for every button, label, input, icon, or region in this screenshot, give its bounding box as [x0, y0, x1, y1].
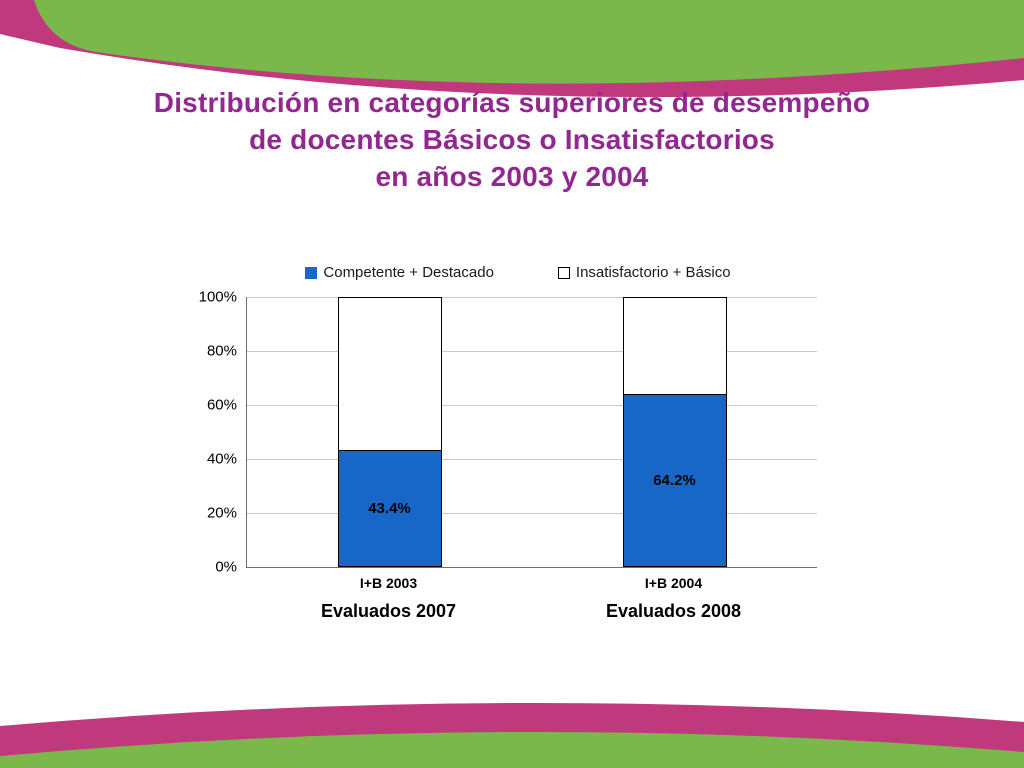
plot-row: 100% 80% 60% 40% 20% 0% 43.4% [188, 289, 848, 576]
bottom-decoration [0, 702, 1024, 768]
legend-label-insatisfactorio: Insatisfactorio + Básico [575, 264, 731, 281]
bar-ib-2003-value-label: 43.4% [368, 499, 411, 517]
sub-label-evaluados-2008: Evaluados 2008 [605, 601, 742, 621]
gridline-60 [247, 405, 817, 406]
y-axis-labels: 100% 80% 60% 40% 20% 0% [188, 289, 246, 576]
category-label-ib-2004: I+B 2004 [644, 575, 703, 591]
slide-title: Distribución en categorías superiores de… [0, 84, 1024, 196]
legend-item-competente-destacado: Competente + Destacado [305, 264, 494, 281]
gridline-20 [247, 513, 817, 514]
bar-ib-2004-value-label: 64.2% [653, 471, 696, 489]
legend-label-competente: Competente + Destacado [323, 264, 494, 281]
plot-area: 43.4% 64.2% [246, 297, 817, 568]
legend-blue-swatch-icon [305, 266, 318, 279]
y-tick-0: 0% [215, 558, 237, 576]
bottom-pink-band [0, 702, 1024, 756]
y-tick-100: 100% [198, 288, 237, 306]
y-tick-40: 40% [206, 450, 237, 468]
bar-ib-2003: 43.4% [337, 297, 442, 567]
title-line-2: de docentes Básicos o Insatisfactorios [249, 124, 775, 156]
bar-ib-2003-blue-segment: 43.4% [338, 449, 441, 566]
title-line-3: en años 2003 y 2004 [375, 161, 649, 193]
y-tick-80: 80% [206, 342, 237, 360]
bar-ib-2004: 64.2% [622, 297, 727, 567]
sub-label-evaluados-2007: Evaluados 2007 [320, 601, 457, 621]
legend-white-swatch-icon [557, 266, 570, 279]
category-labels: I+B 2003 I+B 2004 [246, 568, 816, 591]
gridline-100 [247, 297, 817, 298]
y-tick-20: 20% [206, 504, 237, 522]
top-green-swoosh [34, 0, 1024, 84]
legend-item-insatisfactorio-basico: Insatisfactorio + Básico [557, 264, 731, 281]
stacked-bar-chart: Competente + Destacado Insatisfactorio +… [188, 264, 848, 622]
top-decoration [0, 0, 1024, 98]
gridline-40 [247, 459, 817, 460]
category-label-ib-2003: I+B 2003 [359, 575, 418, 591]
chart-legend: Competente + Destacado Insatisfactorio +… [188, 264, 848, 281]
y-tick-60: 60% [206, 396, 237, 414]
gridline-80 [247, 351, 817, 352]
sub-category-labels: Evaluados 2007 Evaluados 2008 [246, 591, 816, 622]
title-line-1: Distribución en categorías superiores de… [153, 87, 871, 118]
bar-ib-2004-blue-segment: 64.2% [623, 393, 726, 566]
